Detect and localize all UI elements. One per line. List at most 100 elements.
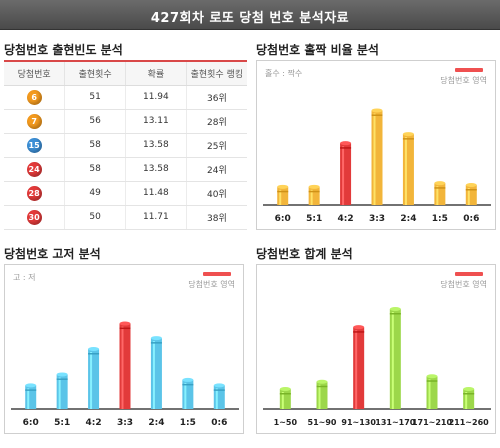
rank-cell: 38위: [186, 205, 247, 230]
count-cell: 58: [64, 133, 126, 158]
legend-label: 당첨번호 영역: [188, 280, 235, 289]
prob-cell: 13.58: [125, 133, 187, 158]
number-ball: 7: [26, 113, 42, 129]
high-low-note: 고 : 저: [13, 273, 36, 282]
bar: [316, 379, 328, 409]
number-cell: 24: [4, 157, 66, 182]
bar: [308, 184, 320, 205]
prob-cell: 13.58: [125, 157, 187, 182]
table-row: 30 50 11.71 38위: [4, 205, 247, 230]
x-tick-label: 171~210: [412, 418, 453, 427]
bar: [277, 184, 289, 205]
bar: [279, 387, 291, 409]
bar: [88, 347, 100, 409]
bar: [465, 183, 477, 205]
sum-title: 당첨번호 합계 분석: [256, 247, 353, 261]
sum-panel: 당첨번호 영역 1~50 51~90 91~130 131~170 171~210 211…: [256, 264, 496, 434]
frequency-title: 당첨번호 출현빈도 분석: [4, 43, 123, 57]
x-tick-label: 1~50: [274, 418, 298, 427]
x-tick-label: 3:3: [117, 418, 133, 428]
frequency-table: 당첨번호 출현횟수 확률 출현횟수 랭킹 6 51 11.94 36위 7 56 13.11…: [4, 60, 247, 230]
number-ball: 30: [26, 209, 42, 225]
bar: [25, 383, 37, 409]
prob-cell: 11.48: [125, 181, 187, 206]
x-tick-label: 6:0: [275, 214, 291, 224]
table-row: 7 56 13.11 28위: [4, 109, 247, 134]
x-tick-label: 1:5: [432, 214, 448, 224]
bar: [426, 374, 438, 409]
number-ball: 24: [26, 161, 42, 177]
bar: [213, 383, 225, 409]
number-cell: 15: [4, 133, 66, 158]
high-low-title: 당첨번호 고저 분석: [4, 247, 101, 261]
count-cell: 51: [64, 85, 126, 110]
x-tick-label: 0:6: [463, 214, 479, 224]
number-cell: 30: [4, 205, 66, 230]
bar: [371, 108, 383, 205]
x-tick-label: 5:1: [306, 214, 322, 224]
column-header: 출현횟수 랭킹: [186, 60, 247, 86]
count-cell: 50: [64, 205, 126, 230]
bar: [150, 336, 162, 409]
prob-cell: 13.11: [125, 109, 187, 134]
x-tick-label: 4:2: [86, 418, 102, 428]
number-cell: 6: [4, 85, 66, 110]
table-row: 15 58 13.58 25위: [4, 133, 247, 158]
high-low-chart: 6:0 5:1 4:2 3:3 2:4 1:5 0:6: [11, 321, 239, 428]
x-tick-label: 91~130: [341, 418, 376, 427]
odd-even-note: 홀수 : 짝수: [265, 69, 303, 78]
table-row: 6 51 11.94 36위: [4, 85, 247, 110]
legend-label: 당첨번호 영역: [440, 76, 487, 85]
x-tick-label: 2:4: [400, 214, 416, 224]
bar: [402, 132, 414, 205]
number-ball: 15: [26, 137, 42, 153]
bar: [56, 372, 68, 409]
x-tick-label: 0:6: [211, 418, 227, 428]
bar: [353, 325, 365, 409]
x-tick-label: 5:1: [54, 418, 70, 428]
prob-cell: 11.94: [125, 85, 187, 110]
high-low-panel: 고 : 저 당첨번호 영역 6:0 5:1 4:2 3:3 2:4 1:5 0:6: [4, 264, 244, 434]
rank-cell: 36위: [186, 85, 247, 110]
table-row: 24 58 13.58 24위: [4, 157, 247, 182]
x-tick-label: 51~90: [308, 418, 337, 427]
prob-cell: 11.71: [125, 205, 187, 230]
bar: [119, 321, 131, 409]
x-tick-label: 211~260: [449, 418, 490, 427]
count-cell: 56: [64, 109, 126, 134]
legend-swatch: [455, 68, 483, 72]
x-tick-label: 1:5: [180, 418, 196, 428]
column-header: 당첨번호: [4, 60, 66, 86]
legend-swatch: [455, 272, 483, 276]
x-tick-label: 131~170: [375, 418, 416, 427]
count-cell: 49: [64, 181, 126, 206]
header-bar: 427회차 로또 당첨 번호 분석자료: [0, 0, 500, 30]
page-title: 427회차 로또 당첨 번호 분석자료: [150, 11, 350, 26]
legend-label: 당첨번호 영역: [440, 280, 487, 289]
odd-even-title: 당첨번호 홀짝 비율 분석: [256, 43, 379, 57]
bar: [434, 181, 446, 205]
bar: [389, 307, 401, 409]
x-tick-label: 6:0: [23, 418, 39, 428]
legend-swatch: [203, 272, 231, 276]
column-header: 출현횟수: [64, 60, 126, 86]
bar: [463, 387, 475, 409]
bar: [340, 141, 352, 205]
rank-cell: 24위: [186, 157, 247, 182]
table-row: 28 49 11.48 40위: [4, 181, 247, 206]
x-tick-label: 2:4: [148, 418, 164, 428]
x-tick-label: 3:3: [369, 214, 385, 224]
number-cell: 28: [4, 181, 66, 206]
bar: [182, 377, 194, 409]
count-cell: 58: [64, 157, 126, 182]
x-tick-label: 4:2: [338, 214, 354, 224]
rank-cell: 25위: [186, 133, 247, 158]
number-ball: 28: [26, 185, 42, 201]
number-cell: 7: [4, 109, 66, 134]
number-ball: 6: [26, 89, 42, 105]
odd-even-chart: 6:0 5:1 4:2 3:3 2:4 1:5 0:6: [263, 108, 491, 224]
rank-cell: 28위: [186, 109, 247, 134]
rank-cell: 40위: [186, 181, 247, 206]
frequency-header-row: 당첨번호 출현횟수 확률 출현횟수 랭킹: [4, 60, 247, 86]
